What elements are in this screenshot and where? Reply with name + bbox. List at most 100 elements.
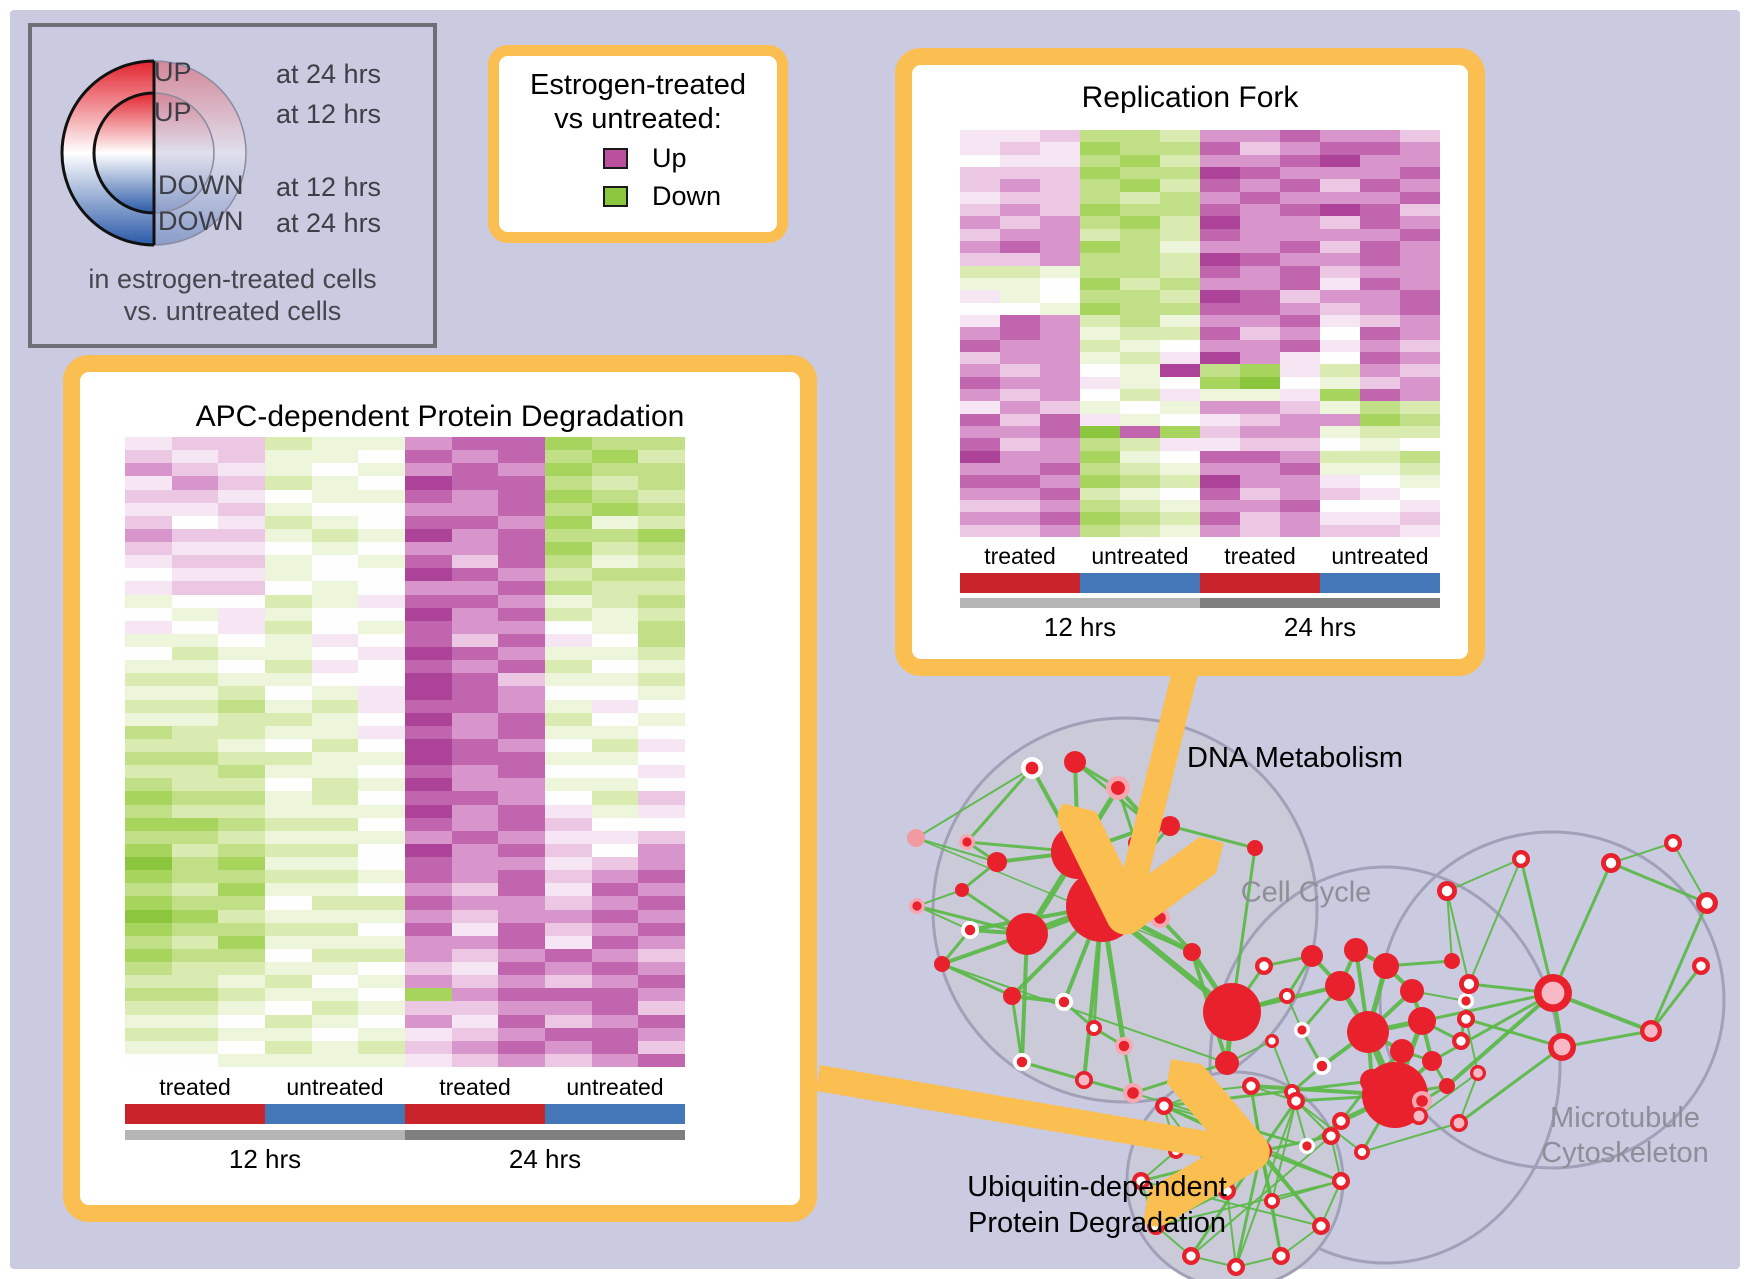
heatmap-cell	[1160, 166, 1200, 180]
heatmap-cell	[545, 607, 592, 621]
heatmap-cell	[125, 896, 172, 910]
untreated-label: untreated	[1091, 543, 1189, 569]
heatmap-cell	[358, 738, 405, 752]
heatmap-cell	[1320, 253, 1360, 266]
heatmap-cell	[125, 791, 172, 805]
heatmap-cell	[125, 909, 172, 923]
heatmap-cell	[1360, 339, 1400, 352]
heatmap-cell	[218, 699, 265, 713]
heatmap-cell	[311, 647, 359, 661]
heatmap-cell	[218, 883, 265, 897]
legend-footer-line2: vs. untreated cells	[123, 296, 342, 326]
heatmap-cell	[311, 502, 359, 516]
heatmap-cell	[1320, 327, 1360, 340]
heatmap-cell	[1040, 339, 1080, 352]
heatmap-cell	[311, 542, 359, 556]
heatmap-cell	[591, 896, 639, 910]
heatmap-cell	[1080, 130, 1120, 143]
heatmap-cell	[498, 686, 545, 700]
heatmap-cell	[265, 935, 312, 949]
heatmap-cell	[1240, 142, 1280, 155]
heatmap-cell	[1120, 302, 1160, 315]
heatmap-cell	[1040, 475, 1080, 488]
heatmap-cell	[451, 515, 499, 529]
heatmap-cell	[960, 388, 1000, 402]
heatmap-cell	[171, 450, 219, 464]
heatmap-cell	[960, 339, 1000, 352]
heatmap-cell	[545, 817, 592, 831]
heatmap-cell	[451, 896, 499, 910]
ring-legend-box: UP at 24 hrs UP at 12 hrs DOWN at 12 hrs…	[28, 23, 437, 348]
heatmap-cell	[171, 607, 219, 621]
heatmap-cell	[311, 817, 359, 831]
heatmap-cell	[358, 962, 405, 976]
up-down-ring-diagram	[60, 59, 247, 247]
heatmap-cell	[1280, 475, 1320, 488]
heatmap-cell	[1000, 130, 1040, 143]
heatmap-cell	[1200, 425, 1240, 439]
heatmap-cell	[1400, 216, 1440, 229]
heatmap-cell	[1160, 388, 1200, 402]
heatmap-cell	[1240, 364, 1280, 377]
heatmap-cell	[638, 581, 685, 595]
heatmap-cell	[265, 699, 312, 713]
heatmap-cell	[545, 1040, 592, 1054]
heatmap-cell	[311, 1040, 359, 1054]
heatmap-cell	[960, 265, 1000, 278]
heatmap-cell	[218, 515, 265, 529]
heatmap-cell	[1360, 388, 1400, 402]
estrogen-legend-box: Estrogen-treated vs untreated: Up Down	[488, 45, 788, 243]
heatmap-cell	[171, 1001, 219, 1015]
heatmap-cell	[171, 568, 219, 582]
heatmap-cell	[1120, 401, 1160, 414]
heatmap-cell	[1000, 302, 1040, 315]
heatmap-cell	[1120, 413, 1160, 426]
heatmap-cell	[265, 896, 312, 910]
heatmap-cell	[498, 870, 545, 884]
heatmap-cell	[405, 765, 452, 779]
heatmap-cell	[638, 791, 685, 805]
heatmap-cell	[311, 896, 359, 910]
heatmap-cell	[358, 528, 405, 542]
heatmap-cell	[1080, 425, 1120, 439]
heatmap-cell	[638, 870, 685, 884]
heatmap-cell	[591, 857, 639, 871]
heatmap-cell	[1360, 240, 1400, 254]
heatmap-cell	[1080, 228, 1120, 241]
heatmap-cell	[1280, 290, 1320, 303]
heatmap-cell	[1360, 314, 1400, 328]
heatmap-cell	[1040, 388, 1080, 402]
heatmap-cell	[405, 515, 452, 529]
heatmap-cell	[1080, 302, 1120, 315]
heatmap-cell	[1160, 475, 1200, 488]
heatmap-cell	[358, 922, 405, 936]
heatmap-cell	[1320, 339, 1360, 352]
heatmap-cell	[545, 870, 592, 884]
microtubule-cytoskeleton-label: Microtubule Cytoskeleton	[1541, 1101, 1709, 1171]
heatmap-cell	[358, 633, 405, 647]
heatmap-cell	[1040, 413, 1080, 426]
heatmap-cell	[1160, 376, 1200, 389]
heatmap-cell	[498, 765, 545, 779]
heatmap-cell	[638, 817, 685, 831]
heatmap-cell	[1240, 475, 1280, 488]
heatmap-cell	[1200, 438, 1240, 451]
heatmap-cell	[1000, 462, 1040, 476]
heatmap-cell	[265, 620, 312, 634]
heatmap-cell	[405, 660, 452, 674]
heatmap-cell	[311, 975, 359, 989]
heatmap-cell	[638, 883, 685, 897]
heatmap-cell	[545, 1001, 592, 1015]
heatmap-cell	[1200, 203, 1240, 217]
heatmap-cell	[1000, 191, 1040, 204]
heatmap-cell	[591, 843, 639, 857]
heatmap-cell	[1120, 351, 1160, 365]
heatmap-cell	[1160, 179, 1200, 192]
heatmap-cell	[638, 1053, 685, 1067]
heatmap-cell	[638, 830, 685, 844]
heatmap-cell	[1000, 203, 1040, 217]
heatmap-cell	[405, 686, 452, 700]
heatmap-cell	[1040, 401, 1080, 414]
heatmap-cell	[451, 738, 499, 752]
heatmap-cell	[1040, 314, 1080, 328]
